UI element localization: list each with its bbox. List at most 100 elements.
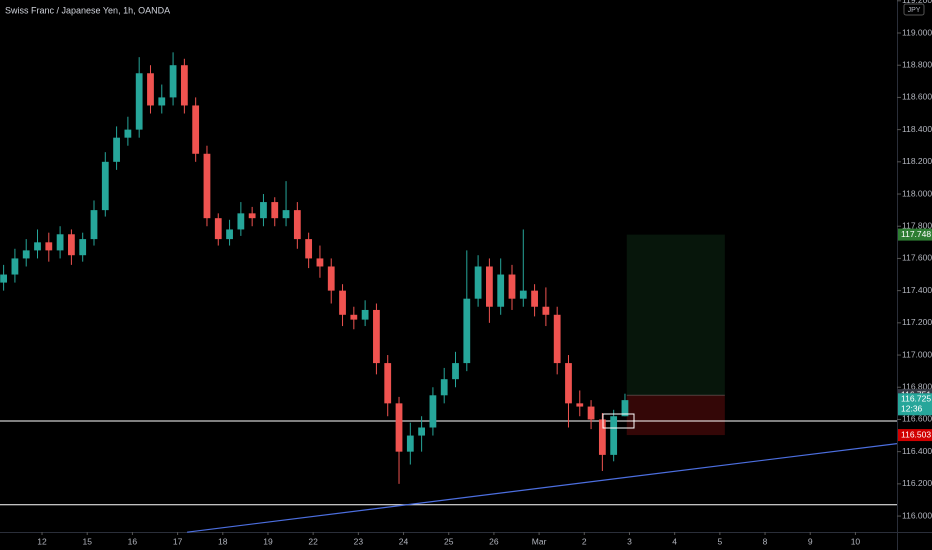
- y-tick-label: 117.200: [902, 317, 932, 327]
- y-tick-label: 117.000: [902, 349, 932, 359]
- target-zone: [626, 234, 725, 396]
- y-tick-label: 118.800: [902, 59, 932, 69]
- y-tick-label: 117.800: [902, 220, 932, 230]
- candle-body: [587, 406, 595, 420]
- candle-body: [305, 239, 313, 259]
- y-tick-label: 117.600: [902, 253, 932, 263]
- x-tick-label: 9: [808, 536, 813, 546]
- chart-title: Swiss Franc / Japanese Yen, 1h, OANDA: [5, 5, 170, 15]
- y-tick-label: 116.200: [902, 478, 932, 488]
- currency-box[interactable]: [903, 3, 925, 16]
- candle-body: [113, 137, 120, 162]
- candle-body: [384, 363, 392, 404]
- candle-body: [180, 65, 188, 106]
- x-tick-label: 25: [444, 536, 454, 546]
- target-price-label: 117.748: [901, 229, 931, 239]
- candle-body: [192, 105, 200, 154]
- axes: 116.000 116.200 116.400 116.600 116.800 117.0…: [37, 0, 932, 546]
- candle-body: [271, 202, 279, 219]
- candle-body: [429, 395, 437, 428]
- candle-body: [158, 97, 166, 106]
- stop-price-label: 116.503: [901, 429, 931, 439]
- candle-body: [203, 153, 211, 219]
- x-tick-label: 10: [851, 536, 861, 546]
- candle-body: [56, 234, 64, 251]
- candle-body: [11, 258, 19, 275]
- candle-body: [486, 266, 493, 307]
- y-tick-label: 116.600: [902, 414, 932, 424]
- y-tick-label: 116.000: [902, 510, 932, 520]
- candle-body: [519, 290, 527, 299]
- candle-body: [452, 363, 459, 380]
- x-tick-label: 2: [582, 536, 587, 546]
- candle-body: [440, 379, 448, 396]
- plot: [0, 52, 898, 533]
- candle-body: [260, 202, 267, 219]
- candle-body: [169, 65, 177, 98]
- y-tick-label: 116.800: [902, 381, 932, 391]
- candle-body: [237, 213, 245, 230]
- x-tick-label: 19: [263, 536, 273, 546]
- x-tick-label: 26: [489, 536, 499, 546]
- target-price-label-bg: [898, 228, 932, 241]
- candle-body: [327, 266, 335, 291]
- candle-body: [90, 210, 98, 240]
- candle-body: [395, 403, 403, 452]
- candle-body: [418, 427, 426, 436]
- candle-body: [474, 266, 482, 299]
- x-tick-label: 3: [627, 536, 632, 546]
- candle-body: [610, 416, 618, 455]
- candle-body: [406, 435, 414, 452]
- x-tick-label: 23: [354, 536, 364, 546]
- candle-body: [214, 218, 222, 240]
- x-tick-label: 8: [763, 536, 768, 546]
- candle-body: [22, 250, 30, 259]
- stop-price-label-bg: [898, 429, 932, 442]
- candle-body: [531, 290, 538, 307]
- candle-body: [542, 306, 550, 315]
- x-tick-label: 22: [308, 536, 318, 546]
- candle-body: [79, 239, 87, 256]
- selection-box: [602, 413, 635, 429]
- x-tick-label: 15: [82, 536, 92, 546]
- y-tick-label: 119.200: [902, 0, 932, 5]
- candle-body: [553, 314, 561, 364]
- stop-zone: [626, 395, 725, 436]
- trend-line: [187, 443, 898, 533]
- candle-body: [135, 73, 143, 130]
- candle-body: [565, 363, 572, 404]
- y-tick-label: 116.400: [902, 446, 932, 456]
- last-price-label: 116.725: [901, 394, 931, 404]
- candle-body: [350, 314, 358, 320]
- candle-body: [508, 274, 516, 299]
- candle-body: [282, 210, 290, 219]
- x-tick-label: 12: [37, 536, 47, 546]
- x-tick-label: Mar: [532, 536, 547, 546]
- x-tick-label: 16: [128, 536, 138, 546]
- candle-body: [293, 210, 301, 240]
- candle-body: [361, 309, 369, 320]
- countdown: 12:36: [901, 404, 923, 414]
- candle-body: [101, 161, 109, 211]
- candle-body: [0, 274, 8, 283]
- candle-body: [248, 213, 256, 219]
- candle-body: [316, 258, 324, 267]
- y-tick-label: 117.400: [902, 285, 932, 295]
- candle-body: [34, 242, 41, 251]
- x-tick-label: 5: [717, 536, 722, 546]
- y-tick-label: 118.600: [902, 92, 932, 102]
- candle-body: [339, 290, 346, 315]
- candle-body: [598, 419, 606, 455]
- candle-body: [45, 242, 53, 251]
- y-tick-label: 118.400: [902, 124, 932, 134]
- x-tick-label: 24: [399, 536, 409, 546]
- candle-body: [373, 309, 380, 364]
- x-tick-label: 17: [173, 536, 183, 546]
- y-tick-label: 119.000: [902, 27, 932, 37]
- x-tick-label: 4: [672, 536, 677, 546]
- y-tick-label: 118.200: [902, 156, 932, 166]
- candle-body: [497, 274, 505, 307]
- candle-body: [621, 400, 629, 417]
- candle-body: [576, 403, 584, 407]
